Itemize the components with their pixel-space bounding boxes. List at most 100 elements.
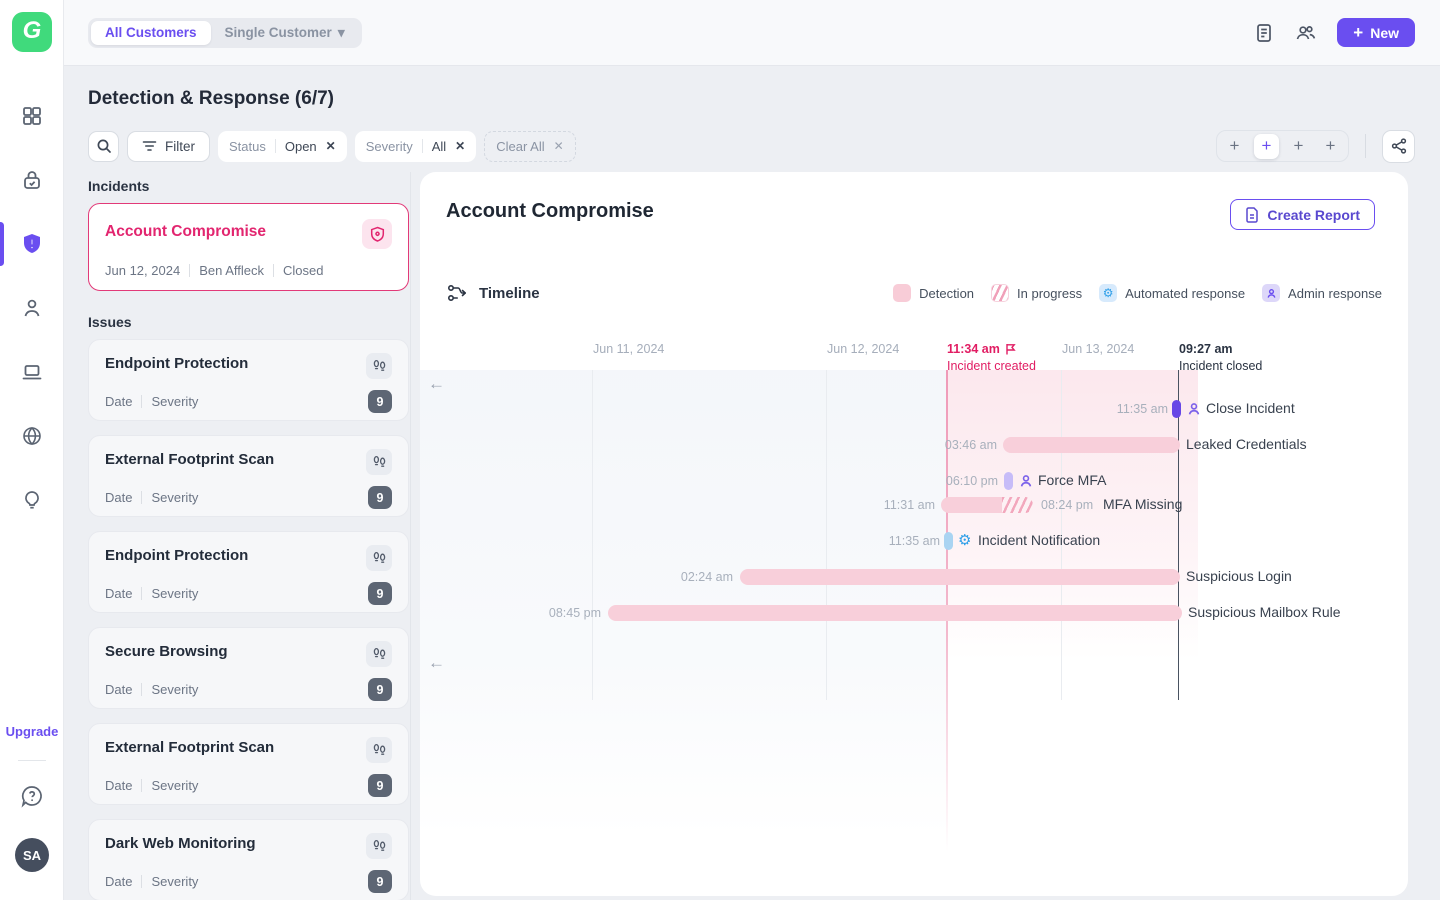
add-widget-button-2[interactable]: + — [1254, 133, 1279, 159]
issue-card[interactable]: Endpoint Protection Date Severity 9 — [88, 339, 409, 421]
report-file-icon — [1246, 206, 1259, 223]
active-indicator — [0, 222, 4, 266]
lock-check-icon — [24, 171, 40, 189]
timeline-event-close-incident[interactable]: 11:35 am Close Incident — [1116, 400, 1295, 418]
laptop-icon — [22, 365, 42, 380]
sidebar-item-devices[interactable] — [0, 340, 64, 404]
issue-card[interactable]: Dark Web Monitoring Date Severity 9 — [88, 819, 409, 900]
filter-button[interactable]: Filter — [127, 130, 210, 162]
timeline-event-leaked-credentials[interactable]: 03:46 am Leaked Credentials — [944, 436, 1307, 453]
chip-divider — [274, 139, 276, 153]
incident-card-account-compromise[interactable]: Account Compromise Jun 12, 2024 Ben Affl… — [88, 203, 409, 291]
flag-icon — [1006, 344, 1016, 355]
upgrade-link[interactable]: Upgrade — [5, 724, 59, 739]
help-icon — [21, 786, 42, 808]
gridline-jun12 — [826, 370, 827, 700]
incident-meta: Jun 12, 2024 Ben Affleck Closed — [105, 263, 392, 278]
issue-card[interactable]: Secure Browsing Date Severity 9 — [88, 627, 409, 709]
share-icon — [1391, 138, 1406, 154]
issue-card[interactable]: External Footprint Scan Date Severity 9 — [88, 723, 409, 805]
share-button[interactable] — [1382, 129, 1415, 163]
timeline-header: Timeline Detection In progress ⚙ Automat… — [446, 281, 1382, 305]
legend-in-progress: In progress — [991, 284, 1082, 302]
incident-type-badge — [362, 219, 392, 249]
incident-active-region — [946, 370, 1198, 700]
timeline-event-mfa-missing[interactable]: 11:31 am 08:24 pm MFA Missing — [883, 496, 1183, 513]
brand-logo-letter: G — [22, 17, 42, 44]
incident-closed-time: 09:27 am — [1179, 342, 1233, 356]
issue-card[interactable]: External Footprint Scan Date Severity 9 — [88, 435, 409, 517]
filter-bar: Filter Status Open ✕ Severity All ✕ Clea… — [88, 129, 1415, 163]
sidebar-item-dashboard[interactable] — [0, 84, 64, 148]
search-icon — [97, 139, 111, 153]
admin-person-swatch — [1262, 284, 1281, 302]
legend-automated-response: ⚙ Automated response — [1099, 284, 1245, 302]
add-widget-group: + + + + — [1216, 130, 1349, 162]
incident-detail-title: Account Compromise — [446, 200, 654, 222]
main-content: Detection & Response (6/7) Filter Status… — [64, 66, 1440, 900]
topbar-actions: + New — [1253, 18, 1415, 47]
timeline-event-force-mfa[interactable]: 06:10 pm Force MFA — [945, 472, 1107, 490]
footprints-icon — [366, 545, 392, 571]
shield-alert-icon — [24, 234, 40, 253]
user-avatar[interactable]: SA — [15, 838, 49, 872]
search-button[interactable] — [88, 130, 119, 162]
gear-icon: ⚙ — [1099, 284, 1118, 302]
sidebar-item-users[interactable] — [0, 276, 64, 340]
filter-lines-icon — [142, 141, 157, 151]
new-button[interactable]: + New — [1337, 18, 1415, 47]
footprints-icon — [366, 449, 392, 475]
add-widget-button-3[interactable]: + — [1293, 136, 1304, 155]
sidebar-item-security-controls[interactable] — [0, 148, 64, 212]
severity-badge: 9 — [368, 870, 392, 893]
tab-single-customer[interactable]: Single Customer ▾ — [224, 24, 345, 41]
add-widget-button-4[interactable]: + — [1325, 136, 1336, 155]
sidebar-item-detection-response[interactable] — [0, 212, 64, 276]
incident-date: Jun 12, 2024 — [105, 263, 181, 278]
remove-severity-filter-icon[interactable]: ✕ — [455, 139, 466, 153]
remove-status-filter-icon[interactable]: ✕ — [325, 139, 336, 153]
report-log-icon[interactable] — [1253, 22, 1275, 44]
filter-chip-severity[interactable]: Severity All ✕ — [354, 130, 477, 162]
plus-icon: + — [1353, 22, 1364, 42]
controls-divider — [1365, 134, 1366, 158]
globe-icon — [23, 426, 41, 446]
sidebar-divider — [18, 760, 46, 761]
axis-date-jun13: Jun 13, 2024 — [1062, 342, 1135, 356]
person-icon — [1267, 288, 1276, 298]
view-controls: + + + + — [1216, 129, 1415, 163]
page-title: Detection & Response (6/7) — [88, 88, 334, 109]
sidebar: G Upgrade — [0, 0, 64, 900]
severity-badge: 9 — [368, 774, 392, 797]
scroll-left-arrow-top[interactable]: ← — [428, 374, 445, 393]
sidebar-item-insights[interactable] — [0, 468, 64, 532]
severity-badge: 9 — [368, 678, 392, 701]
create-report-button[interactable]: Create Report — [1230, 199, 1375, 230]
help-button[interactable] — [0, 784, 64, 808]
in-progress-swatch — [991, 284, 1010, 302]
issues-section-label: Issues — [88, 314, 132, 330]
timeline-event-suspicious-mailbox-rule[interactable]: 08:45 pm Suspicious Mailbox Rule — [548, 604, 1341, 621]
brand-logo[interactable]: G — [12, 12, 52, 52]
timeline-section-label: Timeline — [479, 284, 540, 302]
scroll-left-arrow-bottom[interactable]: ← — [428, 653, 445, 672]
person-icon — [1188, 403, 1200, 415]
footprints-icon — [366, 353, 392, 379]
legend-detection: Detection — [893, 284, 974, 302]
users-group-icon[interactable] — [1294, 21, 1318, 45]
timeline-event-incident-notification[interactable]: 11:35 am ⚙ Incident Notification — [888, 532, 1101, 550]
chevron-down-icon: ▾ — [337, 24, 345, 40]
clear-all-filters[interactable]: Clear All ✕ — [484, 130, 576, 162]
severity-badge: 9 — [368, 582, 392, 605]
incident-title: Account Compromise — [105, 223, 267, 240]
incident-assignee: Ben Affleck — [199, 263, 264, 278]
add-widget-button-1[interactable]: + — [1229, 136, 1240, 155]
sidebar-item-web[interactable] — [0, 404, 64, 468]
incident-detail-panel: Account Compromise Create Report Timelin… — [420, 172, 1408, 896]
footprints-icon — [366, 737, 392, 763]
tab-all-customers[interactable]: All Customers — [91, 20, 211, 45]
timeline-event-suspicious-login[interactable]: 02:24 am Suspicious Login — [680, 568, 1292, 585]
issue-card[interactable]: Endpoint Protection Date Severity 9 — [88, 531, 409, 613]
filter-chip-status[interactable]: Status Open ✕ — [218, 130, 347, 162]
